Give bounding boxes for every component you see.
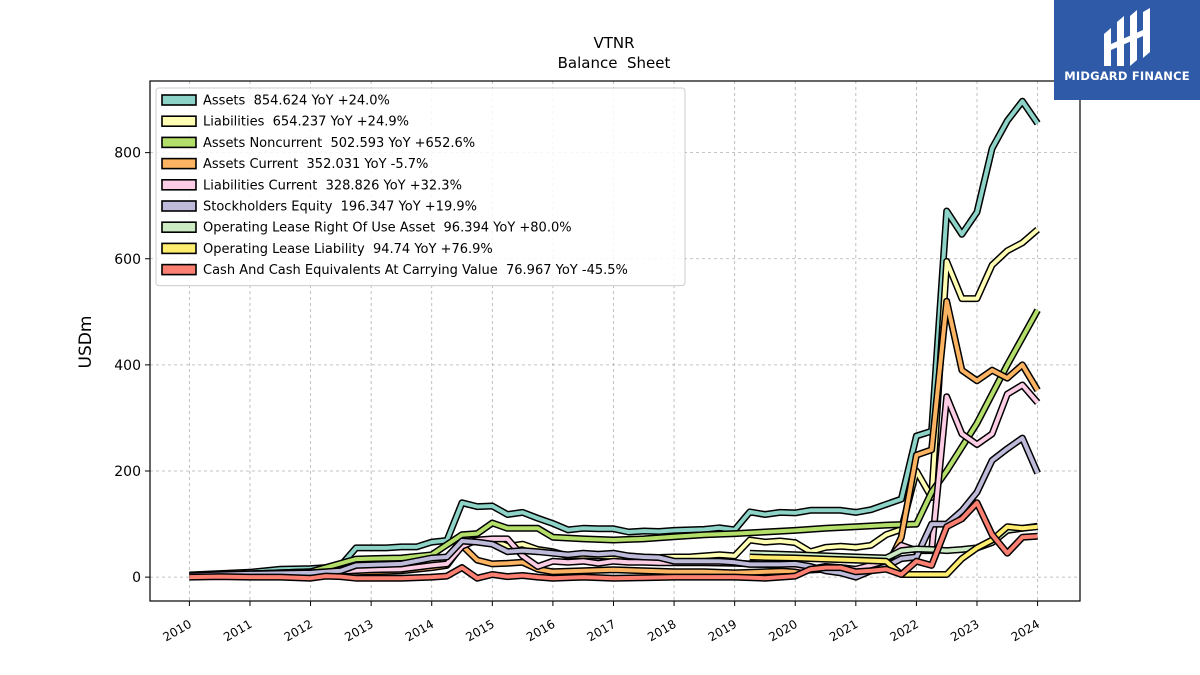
legend-entry: Cash And Cash Equivalents At Carrying Va… [203, 263, 628, 278]
x-tick-label: 2023 [948, 617, 981, 644]
legend-swatch [161, 115, 197, 127]
series-line-assets-noncurrent [249, 309, 1040, 576]
x-tick-label: 2019 [706, 617, 739, 644]
legend-entry: Operating Lease Right Of Use Asset 96.39… [203, 221, 572, 236]
x-tick-label: 2017 [585, 617, 618, 644]
legend-entry: Operating Lease Liability 94.74 YoY +76.… [203, 242, 493, 257]
midgard-logo-icon [1104, 8, 1150, 66]
legend: Assets 854.624 YoY +24.0% Liabilities 654… [155, 87, 686, 287]
x-tick-label: 2018 [645, 617, 678, 644]
series-outline-assets-current [189, 297, 1041, 580]
chart-subtitle: Balance Sheet [558, 54, 671, 72]
series-line-cash-and-cash-equivalents-at-carrying-value [189, 500, 1038, 581]
chart-title: VTNR [593, 34, 634, 52]
series-line-assets-current [189, 299, 1040, 579]
y-tick-label: 0 [132, 570, 141, 586]
series-line-operating-lease-liability [749, 524, 1038, 577]
legend-swatch [161, 200, 197, 212]
x-tick-label: 2010 [160, 617, 193, 644]
legend-swatch [161, 242, 197, 255]
series-layer [189, 97, 1041, 582]
x-tick-label: 2011 [221, 617, 254, 644]
legend-swatch [161, 94, 197, 106]
legend-entry: Assets Current 352.031 YoY -5.7% [203, 157, 428, 172]
legend-swatch [161, 179, 197, 191]
legend-entry: Assets Noncurrent 502.593 YoY +652.6% [203, 136, 475, 151]
series-line-liabilities-current [189, 383, 1040, 579]
legend-entry: Assets 854.624 YoY +24.0% [203, 94, 390, 109]
legend-entry: Liabilities Current 328.826 YoY +32.3% [203, 178, 462, 193]
legend-entry: Stockholders Equity 196.347 YoY +19.9% [203, 200, 477, 215]
y-tick-label: 800 [114, 146, 141, 162]
y-axis-label: USDm [76, 316, 96, 369]
series-line-assets [189, 99, 1040, 577]
brand-name: MIDGARD FINANCE [1064, 69, 1190, 83]
y-tick-label: 200 [114, 464, 141, 480]
x-tick-label: 2015 [463, 617, 496, 644]
x-tick-label: 2016 [524, 617, 557, 644]
legend-box [155, 87, 686, 287]
legend-swatch [161, 136, 197, 149]
legend-swatch [161, 263, 197, 276]
x-tick-label: 2024 [1009, 617, 1042, 644]
y-tick-label: 600 [114, 252, 141, 268]
brand-logo: MIDGARD FINANCE [1054, 0, 1200, 100]
x-tick-label: 2021 [827, 617, 860, 644]
x-tick-label: 2012 [282, 617, 315, 644]
x-tick-label: 2022 [888, 617, 921, 644]
y-tick-label: 400 [114, 358, 141, 374]
plot-frame [149, 80, 1081, 602]
legend-swatch [161, 157, 197, 170]
x-axis: 2010 2011 2012 2013 2014 2015 2016 2017 2018 2019… [160, 601, 1042, 644]
x-tick-label: 2013 [342, 617, 375, 644]
legend-swatch [161, 221, 197, 233]
x-tick-label: 2020 [766, 617, 799, 644]
x-tick-label: 2014 [403, 617, 436, 644]
y-axis: 0 200 400 600 800 [114, 146, 150, 586]
legend-entry: Liabilities 654.237 YoY +24.9% [203, 115, 409, 130]
